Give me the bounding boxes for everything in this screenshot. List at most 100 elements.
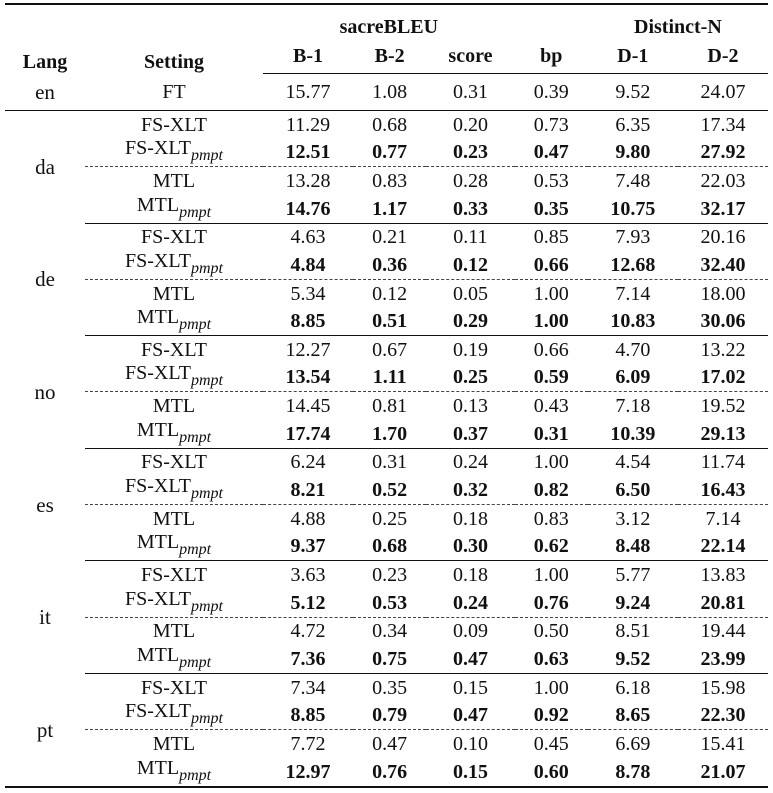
value-cell: 0.83 (353, 166, 427, 195)
value-cell: 0.12 (353, 278, 427, 308)
setting-name: MTL (152, 395, 196, 418)
value-cell: 0.76 (372, 760, 408, 783)
results-table: Lang Setting sacreBLEU Distinct-N B-1 B-… (5, 3, 768, 788)
value-cell: 12.68 (610, 253, 656, 276)
setting-subscript: pmpt (190, 485, 223, 503)
table-body: en FT 15.77 1.08 0.31 0.39 9.52 24.07 da… (5, 73, 768, 787)
value-cell: 18.00 (677, 278, 768, 308)
value-cell: 6.50 (615, 479, 651, 502)
value-cell: 0.05 (426, 278, 515, 308)
value-cell: 0.81 (353, 391, 427, 420)
value-cell: 1.11 (372, 366, 407, 389)
value-cell: 0.36 (372, 253, 408, 276)
lang-cell: da (35, 155, 55, 180)
value-cell: 23.99 (677, 644, 768, 674)
results-table-container: Lang Setting sacreBLEU Distinct-N B-1 B-… (5, 0, 768, 788)
lang-cell: de (35, 267, 55, 292)
value-cell: 24.07 (677, 73, 768, 111)
header-setting: Setting (144, 50, 204, 73)
value-cell: 4.63 (290, 226, 326, 249)
value-cell: 13.28 (263, 166, 354, 195)
value-cell: 29.13 (677, 419, 768, 449)
value-cell: 0.13 (426, 391, 515, 420)
setting-cell: MTL (85, 616, 263, 645)
header-b1: B-1 (263, 39, 354, 74)
value-cell: 0.32 (452, 479, 488, 502)
value-cell: 22.30 (700, 704, 746, 727)
value-cell: 0.18 (426, 504, 515, 533)
setting-name: MTL (136, 531, 180, 554)
setting-name: MTL (152, 732, 196, 755)
value-cell: 0.37 (426, 419, 515, 449)
value-cell: 0.53 (372, 591, 408, 614)
value-cell: 0.73 (533, 113, 569, 136)
setting-cell: FS-XLT (85, 561, 263, 589)
setting-name: FS-XLT (141, 338, 207, 361)
setting-cell: MTLpmpt (85, 307, 263, 337)
value-cell: 7.93 (615, 226, 651, 249)
value-cell: 8.51 (587, 616, 678, 645)
value-cell: 0.63 (514, 644, 588, 674)
setting-subscript: pmpt (190, 597, 223, 615)
value-cell: 0.25 (353, 504, 427, 533)
value-cell: 21.07 (700, 760, 746, 783)
value-cell: 0.92 (533, 704, 569, 727)
value-cell: 0.50 (514, 616, 588, 645)
value-cell: 0.19 (452, 338, 488, 361)
setting-cell: MTLpmpt (85, 644, 263, 674)
setting-name: FS-XLT (141, 564, 207, 587)
value-cell: 0.23 (452, 141, 488, 164)
value-cell: 10.39 (587, 419, 678, 449)
value-cell: 6.35 (615, 113, 651, 136)
value-cell: 10.83 (587, 307, 678, 337)
value-cell: 0.60 (533, 760, 569, 783)
setting-subscript: pmpt (190, 710, 223, 728)
setting-name: FS-XLT (125, 249, 191, 272)
setting-name: MTL (136, 756, 180, 779)
table-row: MTL 4.88 0.25 0.18 0.83 3.12 7.14 (5, 504, 768, 533)
value-cell: 8.48 (587, 532, 678, 562)
value-cell: 0.29 (426, 307, 515, 337)
table-row: pt FS-XLT 7.34 0.35 0.15 1.00 6.18 15.98 (5, 673, 768, 740)
value-cell: 8.21 (290, 479, 326, 502)
value-cell: 0.31 (426, 73, 515, 111)
header-score: score (426, 39, 515, 74)
table-row: MTLpmpt 12.97 0.76 0.15 0.60 8.78 21.07 (5, 758, 768, 787)
value-cell: 0.33 (426, 194, 515, 224)
value-cell: 15.77 (263, 73, 354, 111)
setting-subscript: pmpt (179, 766, 212, 784)
setting-cell: FS-XLTpmpt (85, 701, 263, 730)
value-cell: 0.47 (426, 644, 515, 674)
setting-name: FS-XLT (141, 113, 207, 136)
value-cell: 0.62 (514, 532, 588, 562)
setting-cell: FS-XLTpmpt (85, 476, 263, 505)
value-cell: 7.14 (587, 278, 678, 308)
setting-cell: FS-XLT (85, 223, 263, 251)
value-cell: 0.47 (533, 141, 569, 164)
table-row: MTL 14.45 0.81 0.13 0.43 7.18 19.52 (5, 391, 768, 420)
table-row: da FS-XLT 11.29 0.68 0.20 0.73 6.35 17.34 (5, 111, 768, 178)
value-cell: 9.52 (587, 644, 678, 674)
setting-name: FS-XLT (125, 475, 191, 498)
setting-name: MTL (152, 507, 196, 530)
setting-cell: MTL (85, 166, 263, 195)
value-cell: 0.18 (452, 564, 488, 587)
setting-subscript: pmpt (179, 653, 212, 671)
table-row: es FS-XLT 6.24 0.31 0.24 1.00 4.54 11.74 (5, 448, 768, 515)
value-cell: 8.65 (615, 704, 651, 727)
value-cell: 20.81 (700, 591, 746, 614)
value-cell: 7.36 (263, 644, 354, 674)
value-cell: 0.66 (533, 338, 569, 361)
setting-cell: FS-XLTpmpt (85, 589, 263, 618)
header-sacrebleu: sacreBLEU (339, 16, 439, 38)
table-row: FS-XLTpmpt 13.54 1.11 0.25 0.59 6.09 17.02 (5, 363, 768, 392)
value-cell: 0.30 (426, 532, 515, 562)
value-cell: 0.15 (452, 760, 488, 783)
setting-name: FS-XLT (141, 676, 207, 699)
value-cell: 0.25 (452, 366, 488, 389)
header-distinct: Distinct-N (634, 16, 722, 38)
value-cell: 17.34 (700, 113, 746, 136)
setting-name: FS-XLT (125, 362, 191, 385)
value-cell: 13.83 (700, 564, 746, 587)
value-cell: 6.09 (615, 366, 651, 389)
